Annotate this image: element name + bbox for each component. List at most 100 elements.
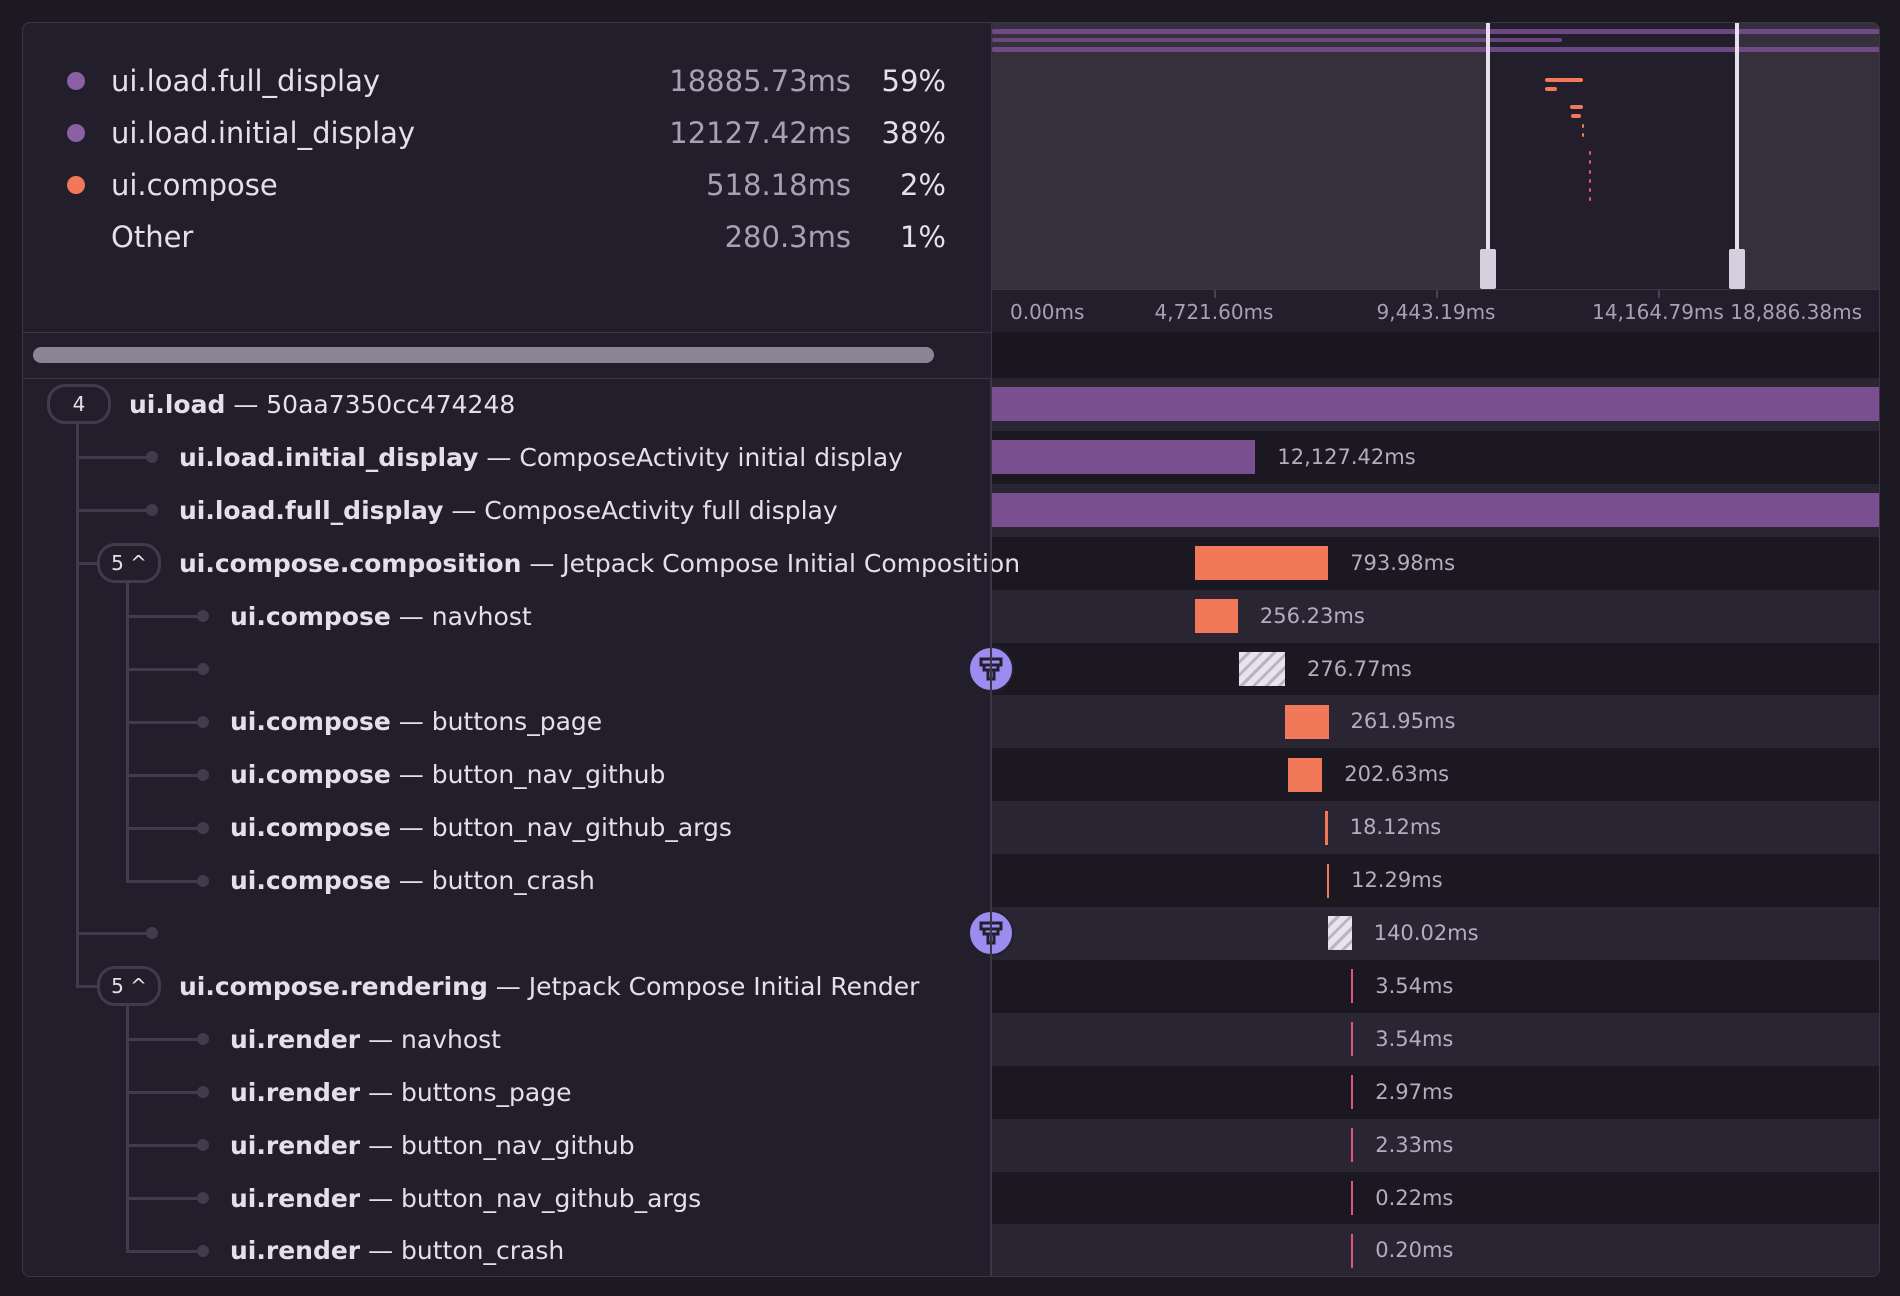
span-description: — button_crash [360, 1236, 565, 1266]
span-name[interactable]: ui.render — button_nav_github [230, 1119, 635, 1172]
span-bar[interactable] [1351, 1022, 1354, 1057]
legend-name: ui.compose [111, 168, 278, 202]
span-description: — button_nav_github_args [390, 813, 732, 843]
span-duration: 0.22ms [1375, 1185, 1454, 1210]
span-name[interactable]: ui.render — button_nav_github_args [230, 1172, 701, 1225]
tree-connector-line [126, 720, 201, 724]
tree-node-dot [197, 874, 209, 887]
legend-item[interactable]: ui.load.full_display 18885.73ms 59% [23, 61, 991, 101]
span-bar[interactable] [1284, 704, 1329, 739]
tree-connector-line [76, 456, 150, 460]
span-row-background[interactable] [991, 801, 1879, 855]
minimap-span-bar [1589, 151, 1592, 156]
scrollbar-thumb[interactable] [33, 347, 934, 363]
span-row-background[interactable] [991, 1171, 1879, 1225]
span-name[interactable]: ui.compose — buttons_page [230, 695, 602, 748]
span-row-background[interactable] [991, 748, 1879, 802]
legend-duration: 12127.42ms [669, 116, 851, 150]
collapse-children-button[interactable]: 4 [47, 384, 111, 425]
selection-handle-line[interactable] [1734, 23, 1739, 289]
minimap-span-bar [1589, 169, 1592, 174]
span-description: — 50aa7350cc474248 [225, 390, 516, 419]
tree-node-dot [146, 927, 158, 940]
span-bar[interactable] [1324, 810, 1328, 845]
span-name[interactable]: ui.load — 50aa7350cc474248 [129, 378, 515, 431]
span-duration: 2.33ms [1375, 1132, 1454, 1157]
span-name[interactable]: ui.compose — button_nav_github [230, 748, 665, 801]
span-bar[interactable] [1351, 1180, 1354, 1215]
legend-dot-icon [67, 176, 85, 194]
span-row-background[interactable] [991, 959, 1879, 1013]
legend-item[interactable]: Other 280.3ms 1% [23, 217, 991, 257]
span-bar[interactable] [1351, 1233, 1354, 1268]
span-description: — button_crash [390, 866, 595, 896]
collapse-children-button[interactable]: 5 ^ [97, 966, 161, 1007]
span-name[interactable]: ui.compose — navhost [230, 590, 532, 643]
pane-divider[interactable] [990, 378, 992, 1276]
span-bar[interactable] [1351, 1128, 1354, 1163]
span-name[interactable]: ui.render — button_crash [230, 1224, 565, 1276]
selection-handle-grip[interactable] [1480, 249, 1497, 289]
span-description: — navhost [390, 601, 532, 631]
span-row-background[interactable] [991, 1065, 1879, 1119]
span-bar[interactable] [1351, 1075, 1354, 1110]
span-row-background[interactable] [991, 642, 1879, 696]
tree-connector-line [126, 879, 201, 883]
span-op: ui.render [230, 1183, 361, 1213]
span-op: ui.load [129, 390, 226, 419]
span-name[interactable]: ui.render — navhost [230, 1013, 501, 1066]
span-description: — navhost [360, 1024, 501, 1054]
gap-bar[interactable] [1238, 651, 1285, 686]
axis-tick [1436, 290, 1438, 298]
span-name[interactable]: ui.compose.rendering — Jetpack Compose I… [179, 960, 919, 1013]
axis-tick-label: 18,886.38ms [1730, 300, 1862, 324]
span-duration: 3.54ms [1375, 973, 1454, 998]
tree-connector-line [76, 509, 150, 513]
tree-node-dot [197, 715, 209, 728]
span-row-background[interactable] [991, 589, 1879, 643]
span-bar[interactable] [1327, 863, 1330, 898]
span-row-background[interactable] [991, 854, 1879, 908]
selection-handle-line[interactable] [1486, 23, 1491, 289]
tree-node-dot [197, 1086, 209, 1099]
span-name[interactable]: ui.load.initial_display — ComposeActivit… [179, 431, 903, 484]
span-bar[interactable] [1194, 546, 1329, 581]
span-name[interactable]: ui.load.full_display — ComposeActivity f… [179, 484, 838, 537]
axis-tick-label: 14,164.79ms [1592, 300, 1724, 324]
span-name[interactable]: ui.compose.composition — Jetpack Compose… [179, 537, 1020, 590]
span-bar[interactable] [991, 440, 1256, 475]
minimap-span-bar [1589, 178, 1592, 183]
time-axis: 0.00ms 4,721.60ms 9,443.19ms 14,164.79ms 18,… [991, 289, 1879, 334]
selection-handle-grip[interactable] [1728, 249, 1745, 289]
legend-dot-icon [67, 124, 85, 142]
span-row-background[interactable] [991, 907, 1879, 960]
minimap[interactable] [991, 23, 1879, 289]
minimap-selection[interactable] [1488, 23, 1737, 289]
horizontal-scrollbar[interactable] [23, 332, 991, 379]
span-name[interactable]: ui.compose — button_nav_github_args [230, 801, 732, 854]
span-bar[interactable] [1194, 599, 1238, 634]
span-row-background[interactable] [991, 1118, 1879, 1172]
legend-item[interactable]: ui.compose 518.18ms 2% [23, 165, 991, 205]
span-row-background[interactable] [991, 536, 1879, 590]
span-op: ui.render [230, 1077, 361, 1107]
collapse-children-button[interactable]: 5 ^ [97, 543, 161, 584]
axis-tick-label: 4,721.60ms [1154, 300, 1274, 324]
tree-connector-line [126, 1144, 201, 1148]
span-duration: 2.97ms [1375, 1079, 1454, 1104]
gap-bar[interactable] [1328, 916, 1352, 951]
span-row-background[interactable] [991, 1224, 1879, 1276]
span-name[interactable]: ui.compose — button_crash [230, 854, 595, 907]
legend-percent: 2% [899, 168, 946, 202]
span-duration: 140.02ms [1373, 921, 1479, 945]
legend-item[interactable]: ui.load.initial_display 12127.42ms 38% [23, 113, 991, 153]
span-bar[interactable] [1288, 757, 1323, 792]
span-bar[interactable] [991, 387, 1879, 422]
span-duration: 261.95ms [1350, 709, 1456, 734]
span-name[interactable]: ui.render — buttons_page [230, 1066, 571, 1119]
span-row-background[interactable] [991, 1012, 1879, 1066]
span-bar[interactable] [1351, 969, 1354, 1004]
span-bar[interactable] [991, 493, 1879, 528]
span-row-background[interactable] [991, 695, 1879, 749]
span-op: ui.compose [230, 866, 391, 896]
